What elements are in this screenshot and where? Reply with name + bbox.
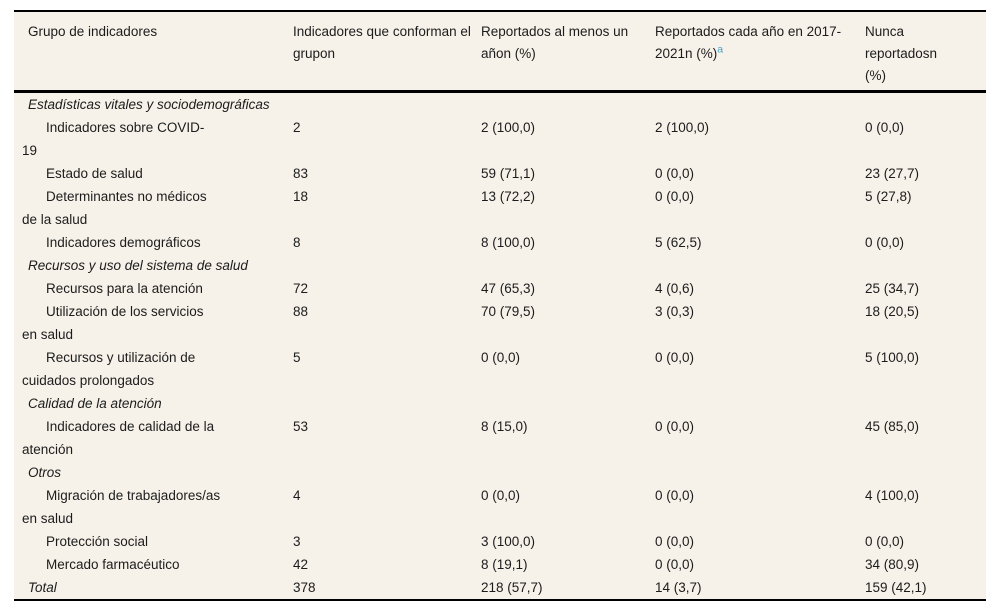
cell-value: 0 (0,0) [655,488,695,503]
row-label: Migración de trabajadores/as en salud [22,488,221,526]
table-body: Estadísticas vitales y sociodemográficas… [14,92,986,601]
cell-value: 5 [293,350,301,365]
row-label: Total [28,580,57,595]
cell-value: 59 (71,1) [481,166,536,181]
table-row: Determinantes no médicos de la salud 18 13… [14,185,986,231]
column-header-label: Reportados al menos un añon (%) [481,24,629,61]
cell-value: 0 (0,0) [481,350,521,365]
cell-value: 34 (80,9) [865,557,920,572]
cell-value: 3 (100,0) [481,534,536,549]
row-label: Determinantes no médicos de la salud [22,189,207,227]
group-label: Recursos y uso del sistema de salud [28,258,248,273]
column-header-label: Reportados cada año en 2017-2021n (%) [655,24,842,61]
cell-value: 18 [293,189,309,204]
table-row: Indicadores sobre COVID- 19 2 2 (100,0) 2 (… [14,116,986,162]
table-row: Protección social 3 3 (100,0) 0 (0,0) 0 (0,0… [14,530,986,553]
row-label: Indicadores demográficos [46,235,201,250]
table-header: Grupo de indicadores Indicadores que con… [14,11,986,93]
cell-value: 23 (27,7) [865,166,920,181]
column-header-label: Nunca reportadosn (%) [865,24,938,83]
table-row: Recursos para la atención 72 47 (65,3) 4 (0… [14,277,986,300]
cell-value: 70 (79,5) [481,304,536,319]
column-header-label: Grupo de indicadores [28,24,158,39]
cell-value: 4 (100,0) [865,488,920,503]
row-label: Estado de salud [46,166,143,181]
cell-value: 5 (27,8) [865,189,912,204]
indicators-table: Grupo de indicadores Indicadores que con… [14,10,986,601]
cell-value: 159 (42,1) [865,580,927,595]
column-header-grupo: Grupo de indicadores [14,11,293,93]
table-row: Indicadores demográficos 8 8 (100,0) 5 (62,… [14,231,986,254]
cell-value: 0 (0,0) [655,534,695,549]
row-label: Protección social [46,534,149,549]
table-row: Estado de salud 83 59 (71,1) 0 (0,0) 23 (27,… [14,162,986,185]
column-header-label: Indicadores que conforman el grupon [293,24,471,61]
cell-value: 2 (100,0) [655,120,710,135]
cell-value: 0 (0,0) [865,120,905,135]
column-header-reportados-cada-ano: Reportados cada año en 2017-2021n (%)a [655,11,865,93]
group-label: Calidad de la atención [28,396,162,411]
table-row: Recursos y utilización de cuidados prolo… [14,346,986,392]
cell-value: 5 (62,5) [655,235,702,250]
row-label: Utilización de los servicios en salud [22,304,204,342]
cell-value: 4 [293,488,301,503]
cell-value: 3 (0,3) [655,304,695,319]
cell-value: 2 (100,0) [481,120,536,135]
cell-value: 8 (15,0) [481,419,528,434]
table-row: Migración de trabajadores/as en salud 4 0 … [14,484,986,530]
cell-value: 0 (0,0) [655,189,695,204]
cell-value: 18 (20,5) [865,304,920,319]
cell-value: 4 (0,6) [655,281,695,296]
group-row: Recursos y uso del sistema de salud [14,254,986,277]
cell-value: 47 (65,3) [481,281,536,296]
total-row: Total 378 218 (57,7) 14 (3,7) 159 (42,1) [14,576,986,600]
column-header-reportados-al-menos: Reportados al menos un añon (%) [481,11,655,93]
header-row: Grupo de indicadores Indicadores que con… [14,11,986,93]
cell-value: 25 (34,7) [865,281,920,296]
row-label: Indicadores de calidad de la atención [22,419,215,457]
cell-value: 0 (0,0) [865,534,905,549]
column-header-nunca-reportados: Nunca reportadosn (%) [865,11,986,93]
cell-value: 14 (3,7) [655,580,702,595]
cell-value: 53 [293,419,309,434]
cell-value: 72 [293,281,309,296]
indicators-table-container: Grupo de indicadores Indicadores que con… [14,10,986,601]
cell-value: 218 (57,7) [481,580,543,595]
cell-value: 0 (0,0) [655,557,695,572]
cell-value: 2 [293,120,301,135]
row-label: Mercado farmacéutico [46,557,180,572]
table-row: Indicadores de calidad de la atención 53 8… [14,415,986,461]
cell-value: 42 [293,557,309,572]
column-header-indicadores: Indicadores que conforman el grupon [293,11,481,93]
cell-value: 0 (0,0) [655,166,695,181]
cell-value: 0 (0,0) [655,350,695,365]
cell-value: 378 [293,580,316,595]
group-label: Estadísticas vitales y sociodemográficas [28,97,270,112]
group-row: Calidad de la atención [14,392,986,415]
group-row: Estadísticas vitales y sociodemográficas [14,92,986,117]
cell-value: 83 [293,166,309,181]
table-row: Mercado farmacéutico 42 8 (19,1) 0 (0,0) 34 … [14,553,986,576]
cell-value: 88 [293,304,309,319]
cell-value: 8 (100,0) [481,235,536,250]
cell-value: 0 (0,0) [655,419,695,434]
row-label: Indicadores sobre COVID- 19 [22,120,205,158]
cell-value: 5 (100,0) [865,350,920,365]
group-label: Otros [28,465,62,480]
cell-value: 13 (72,2) [481,189,536,204]
cell-value: 45 (85,0) [865,419,920,434]
row-label: Recursos para la atención [46,281,203,296]
cell-value: 3 [293,534,301,549]
cell-value: 8 (19,1) [481,557,528,572]
cell-value: 0 (0,0) [481,488,521,503]
cell-value: 8 [293,235,301,250]
table-row: Utilización de los servicios en salud 88 7… [14,300,986,346]
footnote-marker-link[interactable]: a [717,43,724,56]
group-row: Otros [14,461,986,484]
row-label: Recursos y utilización de cuidados prolo… [22,350,196,388]
cell-value: 0 (0,0) [865,235,905,250]
